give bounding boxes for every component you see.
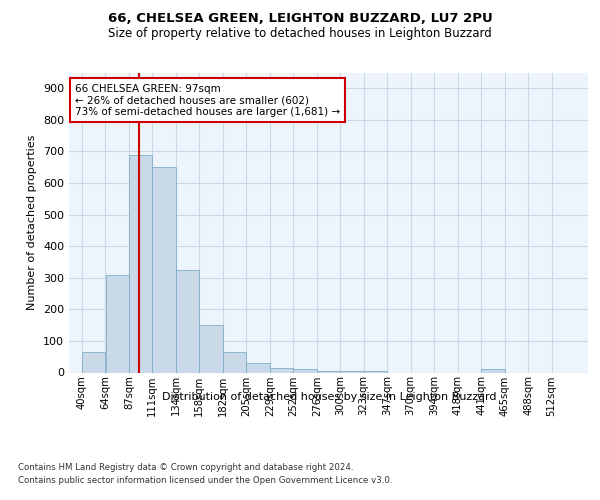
Bar bbox=[340, 371, 364, 372]
Bar bbox=[270, 368, 293, 372]
Bar bbox=[293, 370, 317, 372]
Bar bbox=[199, 325, 223, 372]
Text: Size of property relative to detached houses in Leighton Buzzard: Size of property relative to detached ho… bbox=[108, 28, 492, 40]
Bar bbox=[129, 154, 152, 372]
Bar bbox=[481, 370, 505, 372]
Bar bbox=[247, 363, 269, 372]
Text: Contains public sector information licensed under the Open Government Licence v3: Contains public sector information licen… bbox=[18, 476, 392, 485]
Bar bbox=[152, 167, 176, 372]
Text: Distribution of detached houses by size in Leighton Buzzard: Distribution of detached houses by size … bbox=[161, 392, 496, 402]
Bar bbox=[176, 270, 199, 372]
Text: 66, CHELSEA GREEN, LEIGHTON BUZZARD, LU7 2PU: 66, CHELSEA GREEN, LEIGHTON BUZZARD, LU7… bbox=[107, 12, 493, 26]
Bar bbox=[106, 274, 129, 372]
Bar bbox=[317, 371, 340, 372]
Text: 66 CHELSEA GREEN: 97sqm
← 26% of detached houses are smaller (602)
73% of semi-d: 66 CHELSEA GREEN: 97sqm ← 26% of detache… bbox=[75, 84, 340, 117]
Bar bbox=[223, 352, 246, 372]
Text: Contains HM Land Registry data © Crown copyright and database right 2024.: Contains HM Land Registry data © Crown c… bbox=[18, 462, 353, 471]
Bar bbox=[82, 352, 105, 372]
Bar bbox=[364, 371, 387, 372]
Y-axis label: Number of detached properties: Number of detached properties bbox=[28, 135, 37, 310]
